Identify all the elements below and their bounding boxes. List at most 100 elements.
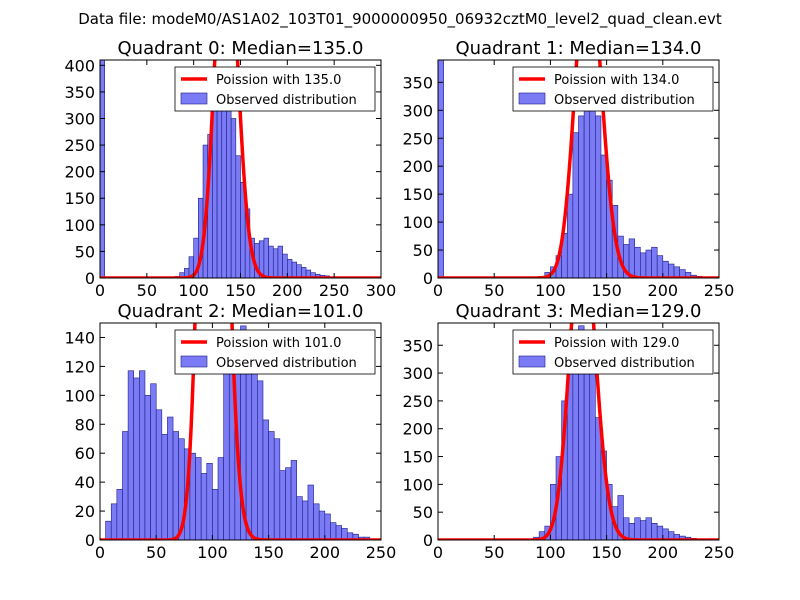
quadrant-2-axes-frame	[99, 322, 382, 541]
legend-bar-swatch	[518, 92, 546, 105]
x-tick-label: 100	[178, 281, 209, 300]
histogram-bar	[155, 409, 163, 540]
y-tick-label: 200	[402, 420, 433, 439]
histogram-bar	[600, 154, 607, 278]
histogram-bar	[257, 380, 264, 540]
x-tick-label: 150	[591, 543, 622, 562]
quadrant-2-plot-area	[100, 323, 381, 540]
x-tick-label: 100	[535, 543, 566, 562]
histogram-bar	[212, 107, 218, 278]
quadrant-0-chart: Quadrant 0: Median=135.0 0 50 100 150 200 250 3…	[64, 38, 397, 300]
x-tick-label: 300	[366, 281, 397, 300]
y-tick-label: 250	[64, 136, 95, 155]
histogram-bar	[268, 431, 275, 540]
histogram-bar	[313, 503, 320, 540]
histogram-bar	[318, 510, 326, 540]
histogram-bar	[566, 193, 574, 278]
histogram-bar	[645, 517, 652, 540]
y-tick-label: 300	[402, 364, 433, 383]
quadrant-0-plot-area	[100, 60, 381, 278]
histogram-bar	[226, 96, 232, 278]
quadrant-3-axes-frame	[437, 322, 720, 541]
histogram-bar	[634, 246, 641, 278]
quadrant-2-title: Quadrant 2: Median=101.0	[118, 301, 364, 322]
legend-box	[512, 66, 714, 112]
histogram-bar	[212, 489, 219, 540]
legend-box	[174, 329, 376, 375]
histogram-bar	[150, 383, 157, 540]
y-tick-label: 400	[64, 56, 95, 75]
y-tick-label: 350	[402, 336, 433, 355]
x-tick-label: 200	[310, 543, 341, 562]
histogram-bar	[200, 473, 208, 540]
histogram-bar	[662, 260, 669, 278]
y-tick-label: 250	[402, 129, 433, 148]
x-tick-label: 0	[95, 281, 105, 300]
quadrant-3-title: Quadrant 3: Median=129.0	[456, 301, 702, 322]
x-tick-label: 200	[648, 281, 679, 300]
histogram-bar	[105, 520, 112, 540]
x-tick-label: 250	[704, 281, 735, 300]
histogram-bar	[578, 115, 585, 278]
histogram-bar	[572, 132, 579, 278]
legend-box	[512, 329, 714, 375]
histogram-bar	[217, 457, 224, 540]
y-tick-label: 150	[64, 189, 95, 208]
y-tick-label: 120	[64, 357, 95, 376]
y-tick-label: 150	[402, 185, 433, 204]
x-tick-label: 200	[272, 281, 303, 300]
histogram-bar	[230, 118, 237, 278]
x-tick-label: 0	[433, 543, 443, 562]
y-tick-label: 0	[85, 531, 95, 550]
y-tick-label: 200	[402, 157, 433, 176]
histogram-bar	[285, 467, 292, 540]
histogram-bar	[139, 370, 146, 540]
legend-label-observed: Observed distribution	[216, 93, 357, 108]
legend-label-poisson: Poission with 135.0	[216, 73, 341, 88]
x-tick-label: 150	[591, 281, 622, 300]
x-tick-label: 50	[484, 281, 504, 300]
quadrant-3-legend: Poission with 129.0 Observed distribution	[512, 329, 714, 375]
legend-box	[174, 66, 376, 112]
histogram-bar	[656, 525, 664, 540]
histogram-bar	[651, 246, 658, 278]
y-tick-label: 0	[85, 269, 95, 288]
y-tick-label: 100	[64, 216, 95, 235]
y-tick-label: 200	[64, 163, 95, 182]
y-tick-label: 50	[75, 242, 95, 261]
histogram-bar	[296, 264, 302, 278]
histogram-bar	[116, 489, 123, 540]
histogram-bar	[589, 372, 596, 540]
histogram-bar	[302, 500, 309, 540]
histogram-bar	[206, 463, 213, 540]
quadrant-3-plot-area	[438, 323, 719, 540]
histogram-bar	[273, 438, 281, 540]
quadrant-1-axes-frame	[437, 59, 720, 279]
histogram-bar	[110, 503, 118, 540]
histogram-bar	[251, 373, 258, 540]
histogram-bar	[324, 513, 331, 540]
histogram-bar	[595, 115, 602, 278]
histogram-bar	[640, 252, 647, 278]
histogram-bar	[330, 522, 337, 540]
quadrant-1-chart: Quadrant 1: Median=134.0 0 50 100 150 200 250 0…	[402, 38, 735, 300]
poisson-curve	[100, 60, 381, 278]
histogram-bar	[172, 431, 179, 540]
legend-bar-swatch	[180, 355, 208, 368]
y-tick-label: 80	[75, 415, 95, 434]
legend-bar-swatch	[180, 92, 208, 105]
histogram-bar	[634, 517, 641, 540]
y-tick-label: 300	[64, 109, 95, 128]
y-tick-label: 50	[413, 503, 433, 522]
histogram-bar	[307, 484, 314, 540]
y-tick-label: 50	[413, 241, 433, 260]
y-tick-label: 40	[75, 473, 95, 492]
histogram-bar	[127, 370, 135, 540]
y-tick-label: 100	[402, 213, 433, 232]
quadrant-2-legend: Poission with 101.0 Observed distribution	[174, 329, 376, 375]
y-tick-label: 300	[402, 101, 433, 120]
histogram-bar	[290, 460, 297, 540]
histogram-bar	[245, 366, 253, 540]
histogram-bar	[296, 496, 303, 540]
histogram-bar	[133, 377, 140, 540]
